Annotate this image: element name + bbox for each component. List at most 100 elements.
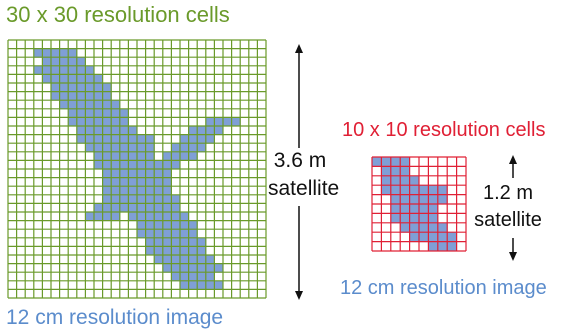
right-satellite-cell [409,194,420,205]
left-satellite-cell [119,126,129,136]
left-satellite-cell [68,48,78,58]
left-satellite-cell [76,57,86,67]
left-image-caption: 12 cm resolution image [6,306,224,329]
left-satellite-cell [137,177,147,187]
left-satellite-cell [68,100,78,110]
left-satellite-cell [85,74,95,84]
left-satellite-cell [68,74,78,84]
left-satellite-cell [137,169,147,179]
left-satellite-cell [205,272,215,282]
left-satellite-cell [119,186,129,196]
left-satellite-cell [214,117,224,127]
left-satellite-cell [197,263,207,273]
left-satellite-cell [59,74,69,84]
left-satellite-cell [128,212,138,222]
left-satellite-cell [102,108,112,118]
left-satellite-cell [102,169,112,179]
right-satellite-cell [390,185,401,196]
right-dimension-unit: satellite [474,209,542,231]
left-satellite-cell [102,117,112,127]
left-satellite-cell [119,108,129,118]
left-satellite-cell [119,203,129,213]
left-satellite-cell [128,194,138,204]
left-satellite-cell [154,203,164,213]
left-satellite-cell [180,212,190,222]
left-satellite-cell [154,246,164,256]
left-satellite-cell [137,220,147,230]
left-satellite-cell [145,246,155,256]
left-satellite-cell [111,134,121,144]
left-satellite-cell [102,160,112,170]
left-satellite-cell [171,237,181,247]
left-satellite-cell [223,117,233,127]
right-satellite-cell [390,175,401,186]
left-satellite-cell [94,134,104,144]
left-satellite-cell [154,177,164,187]
left-satellite-cell [154,160,164,170]
left-satellite-cell [171,194,181,204]
left-satellite-cell [197,237,207,247]
right-satellite-cell [372,157,382,167]
left-satellite-cell [111,117,121,127]
left-satellite-cell [231,117,241,127]
left-satellite-cell [59,100,69,110]
left-satellite-cell [137,151,147,161]
left-satellite-cell [145,151,155,161]
right-satellite-cell [409,213,420,224]
left-satellite-cell [180,151,190,161]
left-satellite-cell [214,263,224,273]
left-satellite-cell [145,143,155,153]
left-satellite-cell [171,220,181,230]
left-satellite-cell [197,272,207,282]
left-satellite-cell [102,134,112,144]
right-satellite-cell [381,157,392,167]
left-satellite-cell [128,169,138,179]
left-satellite-cell [145,220,155,230]
left-satellite-cell [145,237,155,247]
left-satellite-cell [51,83,61,93]
left-satellite-cell [137,203,147,213]
left-satellite-cell [128,126,138,136]
left-satellite-cell [145,229,155,239]
left-satellite-shape [33,48,241,290]
right-satellite-cell [419,185,429,196]
left-satellite-cell [197,255,207,265]
left-satellite-cell [94,160,104,170]
left-satellite-cell [137,186,147,196]
left-satellite-cell [102,100,112,110]
left-satellite-cell [111,177,121,187]
left-dimension-arrow [295,44,303,300]
left-satellite-cell [85,117,95,127]
right-satellite-cell [419,194,429,205]
left-satellite-cell [59,83,69,93]
left-satellite-cell [205,280,215,290]
right-satellite-cell [447,232,458,243]
left-satellite-cell [102,186,112,196]
right-satellite-cell [400,194,411,205]
left-satellite-cell [188,280,198,290]
left-satellite-cell [162,169,172,179]
left-satellite-cell [205,134,215,144]
left-satellite-cell [111,100,121,110]
right-satellite-cell [409,204,420,214]
left-satellite-cell [111,212,121,222]
left-satellite-cell [145,177,155,187]
left-satellite-cell [145,186,155,196]
left-satellite-cell [205,263,215,273]
left-satellite-cell [94,74,104,84]
left-satellite-cell [119,177,129,187]
left-satellite-cell [154,212,164,222]
left-satellite-cell [119,194,129,204]
left-satellite-cell [137,134,147,144]
left-satellite-cell [162,194,172,204]
right-resolution-grid [371,156,467,252]
left-satellite-cell [102,212,112,222]
left-satellite-cell [68,57,78,67]
left-satellite-cell [76,126,86,136]
left-satellite-cell [171,143,181,153]
left-satellite-cell [68,117,78,127]
left-satellite-cell [102,177,112,187]
left-satellite-cell [188,263,198,273]
left-satellite-cell [111,160,121,170]
left-satellite-cell [137,160,147,170]
